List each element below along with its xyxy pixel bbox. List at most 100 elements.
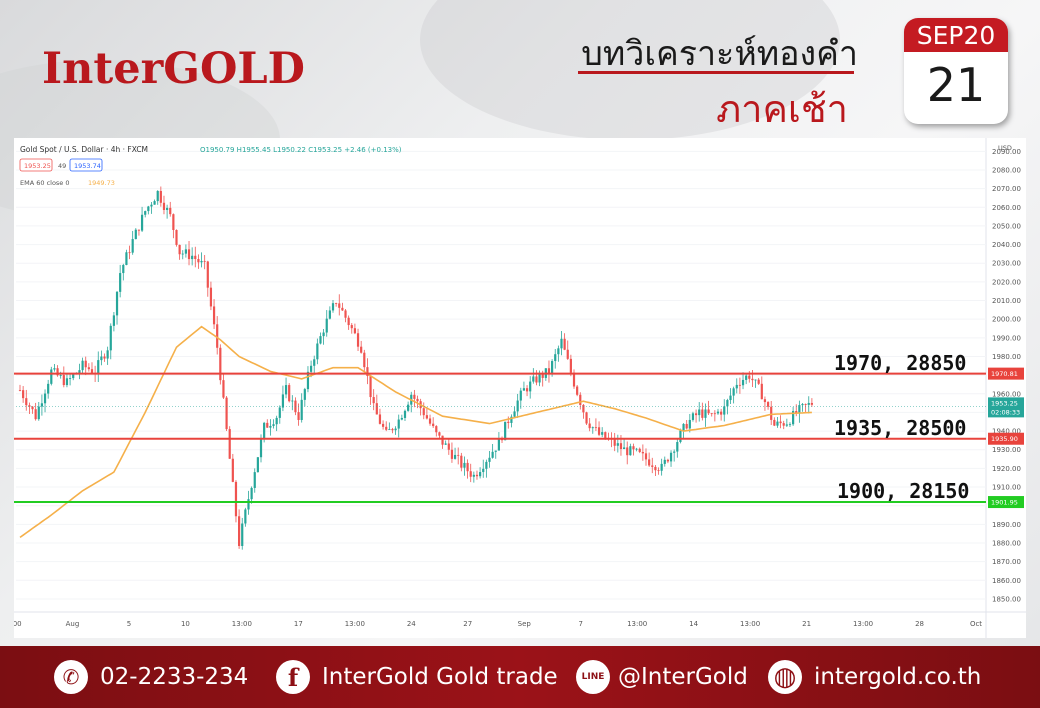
candle-body <box>666 459 670 462</box>
globe-icon: ◍ <box>768 660 802 694</box>
level-price-label: 1935.90 <box>991 435 1018 443</box>
candle-body <box>297 412 300 420</box>
candle-body <box>50 369 53 384</box>
candle-body <box>601 432 604 435</box>
calendar-day: 21 <box>926 58 986 112</box>
candle-body <box>187 249 191 260</box>
x-tick-label: Sep <box>518 620 532 628</box>
price-chart[interactable]: 2090.00 2080.00 2070.00 2060.00 2050.00 2040.… <box>10 138 1026 638</box>
candle-body <box>582 404 585 413</box>
candle-body <box>738 384 741 386</box>
candle-body <box>244 509 247 524</box>
candle-body <box>788 424 792 426</box>
candle-body <box>453 454 457 459</box>
level-price-tag <box>988 496 1024 509</box>
footer-bar: ✆ 02-2233-234 f InterGold Gold trade LIN… <box>0 646 1040 708</box>
candle-body <box>122 264 125 274</box>
candle-body <box>253 472 256 488</box>
candle-body <box>78 370 81 374</box>
candle-body <box>81 360 84 371</box>
footer-web[interactable]: ◍ intergold.co.th <box>768 646 981 708</box>
candle-body <box>250 487 253 500</box>
candle-body <box>685 423 688 429</box>
candle-body <box>197 259 200 263</box>
candle-body <box>585 412 588 424</box>
candle-body <box>322 332 325 337</box>
candle-body <box>372 397 375 404</box>
candle-body <box>482 468 485 473</box>
candle-body <box>519 390 522 401</box>
candle-body <box>491 451 494 458</box>
candle-body <box>713 413 716 415</box>
candle-body <box>644 453 648 460</box>
candle-body <box>604 432 607 439</box>
candle-body <box>144 211 147 215</box>
candle-body <box>669 452 673 462</box>
candle-body <box>460 455 463 468</box>
candle-body <box>313 359 316 366</box>
footer-facebook[interactable]: f InterGold Gold trade <box>276 646 558 708</box>
candle-body <box>554 354 557 362</box>
candle-body <box>222 380 225 398</box>
candle-body <box>594 427 598 429</box>
x-tick-label: 10 <box>181 620 190 628</box>
candle-body <box>641 451 644 454</box>
candle-body <box>175 229 178 245</box>
facebook-icon: f <box>276 660 310 694</box>
candle-body <box>438 432 441 436</box>
x-tick-label: 13:00 <box>627 620 647 628</box>
candle-body <box>407 404 410 411</box>
candle-body <box>328 310 331 319</box>
candle-body <box>363 352 366 368</box>
y-tick-label: 2020.00 <box>992 278 1021 286</box>
currency-label: USD <box>998 144 1012 152</box>
candle-body <box>507 421 510 423</box>
candle-body <box>551 361 554 374</box>
candle-body <box>231 458 234 482</box>
candle-body <box>638 448 641 452</box>
candle-body <box>109 325 112 351</box>
candle-body <box>497 438 500 451</box>
candle-body <box>457 454 460 456</box>
candle-body <box>388 429 391 430</box>
candle-body <box>335 303 338 304</box>
candle-body <box>234 481 238 517</box>
level-price-label: 1970.81 <box>991 370 1018 378</box>
ask-box[interactable] <box>69 158 103 172</box>
y-tick-label: 2030.00 <box>992 260 1021 268</box>
candle-body <box>18 390 22 391</box>
candle-body <box>622 447 626 450</box>
candle-body <box>785 424 788 426</box>
candle-body <box>466 462 469 472</box>
candle-body <box>810 402 813 405</box>
y-tick-label: 1910.00 <box>992 484 1021 492</box>
level-annotation-1935: 1935, 28500 <box>834 416 967 440</box>
chart-panel[interactable]: 2090.00 2080.00 2070.00 2060.00 2050.00 2040.… <box>10 138 1026 638</box>
candle-body <box>269 425 272 428</box>
candle-body <box>529 381 532 392</box>
candle-body <box>162 202 166 210</box>
candle-body <box>209 287 213 307</box>
candle-body <box>779 421 782 424</box>
y-tick-label: 2000.00 <box>992 316 1021 324</box>
candle-body <box>494 450 497 452</box>
y-tick-label: 1860.00 <box>992 577 1021 585</box>
candle-body <box>760 383 763 400</box>
footer-line[interactable]: LINE @InterGold <box>576 646 748 708</box>
level-price-tag <box>988 432 1024 445</box>
current-price-label: 1953.25 <box>991 399 1018 407</box>
candle-body <box>766 402 770 407</box>
candle-body <box>47 383 50 394</box>
footer-phone[interactable]: ✆ 02-2233-234 <box>54 646 248 708</box>
x-tick-label: 17 <box>294 620 303 628</box>
candle-body <box>159 190 162 203</box>
candle-body <box>776 421 779 426</box>
candle-body <box>720 411 723 415</box>
candle-body <box>68 378 72 379</box>
candle-body <box>698 409 701 416</box>
candle-body <box>347 317 350 326</box>
candle-body <box>513 411 516 417</box>
candle-body <box>43 393 47 404</box>
candle-body <box>112 315 115 326</box>
bid-box[interactable] <box>19 158 53 172</box>
